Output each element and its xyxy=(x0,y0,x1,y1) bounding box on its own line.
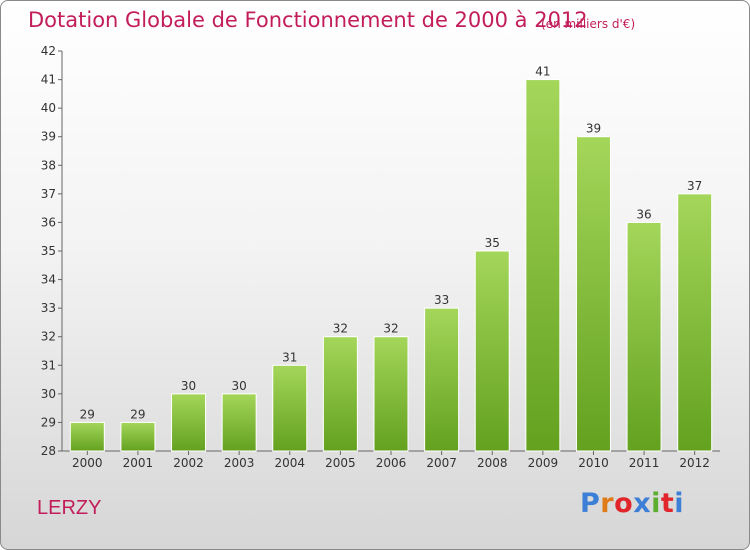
bar xyxy=(120,421,156,452)
bar xyxy=(424,307,460,452)
logo-letter: i xyxy=(674,488,685,519)
y-tick-label: 28 xyxy=(41,444,56,458)
chart-unit: (en milliers d'€) xyxy=(541,17,636,31)
bar-value-label: 30 xyxy=(181,379,196,393)
y-tick-label: 35 xyxy=(41,244,56,258)
logo-letter: t xyxy=(660,488,675,519)
x-tick-label: 2003 xyxy=(224,456,255,470)
bar-value-label: 32 xyxy=(383,322,398,336)
y-tick-label: 34 xyxy=(41,273,56,287)
bar xyxy=(626,221,662,452)
x-tick-label: 2001 xyxy=(123,456,154,470)
y-tick-label: 38 xyxy=(41,158,56,172)
commune-name: LERZY xyxy=(37,497,102,519)
logo-letter: P xyxy=(580,488,601,519)
y-tick-label: 29 xyxy=(41,415,56,429)
bar-value-label: 29 xyxy=(80,407,95,421)
bar xyxy=(272,364,308,452)
bar xyxy=(525,79,561,452)
proxiti-logo: Proxiti xyxy=(580,488,684,519)
logo-letter: r xyxy=(600,488,615,519)
y-tick-label: 36 xyxy=(41,215,56,229)
y-tick-label: 42 xyxy=(41,44,56,58)
y-tick-label: 41 xyxy=(41,73,56,87)
bar xyxy=(373,336,409,452)
bar-value-label: 36 xyxy=(636,207,651,221)
x-tick-label: 2010 xyxy=(578,456,609,470)
bar-value-label: 30 xyxy=(232,379,247,393)
x-tick-label: 2012 xyxy=(679,456,710,470)
x-tick-label: 2005 xyxy=(325,456,356,470)
x-tick-label: 2008 xyxy=(477,456,508,470)
logo-letter: i xyxy=(651,488,661,519)
x-tick-label: 2002 xyxy=(173,456,204,470)
chart-title: Dotation Globale de Fonctionnement de 20… xyxy=(28,8,588,32)
y-tick-label: 31 xyxy=(41,358,56,372)
x-tick-label: 2007 xyxy=(426,456,457,470)
bar-value-label: 33 xyxy=(434,293,449,307)
bar xyxy=(69,421,105,452)
y-tick-label: 39 xyxy=(41,130,56,144)
bar-value-label: 32 xyxy=(333,322,348,336)
bar-value-label: 31 xyxy=(282,350,297,364)
bar xyxy=(221,393,257,452)
bar-value-label: 39 xyxy=(586,122,601,136)
bar xyxy=(474,250,510,452)
bar xyxy=(677,193,713,452)
bar-value-label: 37 xyxy=(687,179,702,193)
bar xyxy=(171,393,207,452)
y-tick-label: 33 xyxy=(41,301,56,315)
logo-letter: x xyxy=(633,488,652,519)
x-tick-label: 2009 xyxy=(528,456,559,470)
bar-value-label: 41 xyxy=(535,65,550,79)
y-tick-label: 40 xyxy=(41,101,56,115)
y-tick-label: 30 xyxy=(41,387,56,401)
x-tick-label: 2011 xyxy=(629,456,660,470)
bar-value-label: 35 xyxy=(485,236,500,250)
logo-letter: o xyxy=(614,488,634,519)
bar-value-label: 29 xyxy=(130,407,145,421)
bar xyxy=(322,336,358,452)
bar xyxy=(575,136,611,452)
x-tick-label: 2004 xyxy=(274,456,305,470)
x-tick-label: 2000 xyxy=(72,456,103,470)
y-tick-label: 37 xyxy=(41,187,56,201)
x-tick-label: 2006 xyxy=(376,456,407,470)
y-tick-label: 32 xyxy=(41,330,56,344)
